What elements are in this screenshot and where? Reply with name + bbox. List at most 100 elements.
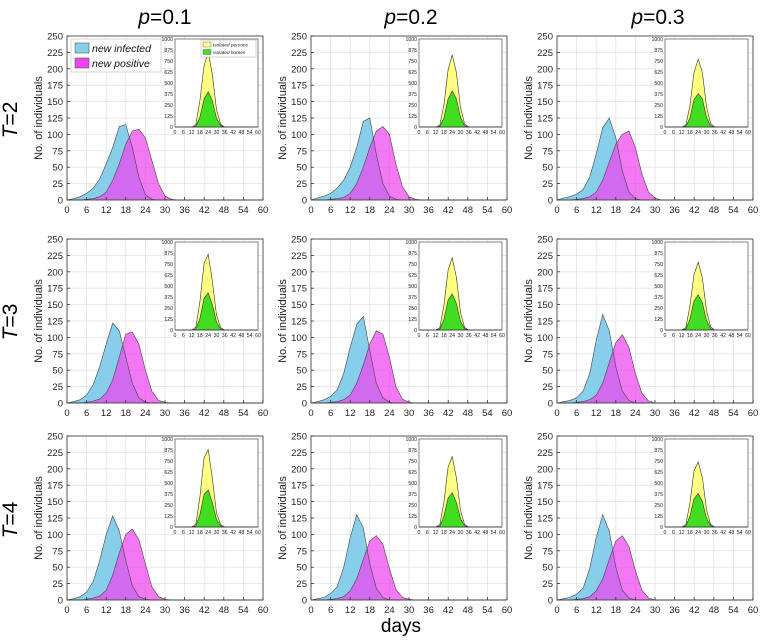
inset-y-tick-label: 250 — [654, 503, 663, 509]
y-tick-label: 75 — [542, 349, 553, 360]
x-tick-label: 24 — [140, 408, 151, 419]
inset-y-tick-label: 250 — [408, 503, 417, 509]
y-axis-label: No. of individuals — [33, 279, 45, 363]
x-tick-label: 12 — [101, 605, 112, 616]
x-tick-label: 36 — [423, 605, 434, 616]
y-tick-label: 125 — [291, 317, 307, 328]
inset-y-tick-label: 0 — [170, 525, 173, 531]
inset-y-tick-label: 750 — [654, 59, 663, 65]
x-tick-label: 48 — [463, 205, 474, 216]
series-new-positive-area — [557, 131, 753, 200]
inset-x-tick-label: 6 — [672, 530, 675, 536]
inset-axes-box — [664, 38, 749, 128]
x-tick-label: 12 — [591, 408, 602, 419]
y-tick-label: 50 — [542, 163, 553, 174]
inset-y-tick-label: 0 — [660, 525, 663, 531]
inset-y-tick-label: 375 — [654, 492, 663, 498]
inset-x-tick-label: 36 — [466, 530, 472, 536]
inset-x-tick-label: 60 — [255, 130, 261, 136]
y-tick-label: 225 — [291, 251, 307, 262]
inset-x-tick-label: 12 — [679, 333, 685, 339]
inset-x-tick-label: 36 — [712, 530, 718, 536]
y-tick-label: 125 — [537, 114, 553, 125]
inset-y-tick-label: 875 — [164, 48, 173, 54]
y-tick-label: 50 — [296, 563, 307, 574]
x-tick-label: 36 — [423, 205, 434, 216]
inset-y-tick-label: 625 — [408, 70, 417, 76]
inset-x-tick-label: 48 — [729, 130, 735, 136]
x-tick-label: 48 — [219, 605, 230, 616]
x-tick-label: 30 — [160, 408, 171, 419]
inset-x-tick-label: 18 — [197, 530, 203, 536]
y-tick-label: 200 — [291, 267, 307, 278]
inset-y-tick-label: 875 — [164, 251, 173, 257]
inset-y-tick-label: 375 — [654, 295, 663, 301]
y-tick-label: 75 — [296, 349, 307, 360]
y-tick-label: 100 — [537, 333, 553, 344]
inset-x-tick-label: 24 — [205, 130, 211, 136]
y-tick-label: 50 — [52, 563, 63, 574]
y-tick-label: 0 — [302, 596, 307, 607]
inset-x-tick-label: 6 — [182, 130, 185, 136]
inset-y-tick-label: 250 — [164, 503, 173, 509]
inset-x-tick-label: 60 — [499, 530, 505, 536]
inset-x-tick-label: 42 — [474, 130, 480, 136]
inset-legend-swatch-isolated-homes — [202, 49, 212, 55]
inset-y-tick-label: 0 — [414, 525, 417, 531]
inset-y-tick-label: 750 — [408, 459, 417, 465]
y-tick-label: 225 — [47, 448, 63, 459]
y-tick-label: 100 — [291, 530, 307, 541]
series-new-positive-area — [67, 332, 263, 403]
inset-x-tick-label: 30 — [214, 130, 220, 136]
inset-x-tick-label: 60 — [499, 333, 505, 339]
x-tick-label: 6 — [328, 408, 333, 419]
inset-x-tick-label: 12 — [189, 333, 195, 339]
legend-swatch-new-positive — [74, 57, 90, 69]
inset-y-tick-label: 375 — [408, 92, 417, 98]
inset-y-tick-label: 250 — [164, 103, 173, 109]
inset-x-tick-label: 42 — [230, 333, 236, 339]
inset-x-tick-label: 42 — [230, 130, 236, 136]
x-tick-label: 24 — [384, 205, 395, 216]
inset-axes-box — [664, 438, 749, 528]
y-tick-label: 150 — [291, 497, 307, 508]
inset-y-tick-label: 0 — [414, 328, 417, 334]
x-tick-label: 30 — [404, 408, 415, 419]
x-tick-label: 30 — [650, 605, 661, 616]
x-tick-label: 48 — [463, 605, 474, 616]
x-tick-label: 42 — [199, 205, 210, 216]
y-tick-label: 0 — [302, 399, 307, 410]
x-tick-label: 48 — [463, 408, 474, 419]
x-tick-label: 48 — [709, 408, 720, 419]
row-title-1: T=2 — [0, 102, 22, 139]
x-tick-label: 42 — [199, 605, 210, 616]
inset-y-tick-label: 750 — [164, 459, 173, 465]
series-new-positive-area — [557, 535, 753, 600]
y-tick-label: 150 — [47, 97, 63, 108]
legend-label-new-infected: new infected — [92, 43, 152, 55]
col-title-3: p=0.3 — [630, 6, 684, 29]
inset-x-tick-label: 36 — [222, 530, 228, 536]
inset-x-tick-label: 30 — [704, 333, 710, 339]
x-tick-label: 36 — [669, 605, 680, 616]
x-tick-label: 30 — [650, 205, 661, 216]
x-tick-label: 0 — [554, 408, 559, 419]
inset-x-tick-label: 6 — [426, 130, 429, 136]
inset-legend-label-isolated-persons: isolated persons — [213, 43, 249, 49]
inset-x-tick-label: 12 — [679, 530, 685, 536]
y-tick-label: 250 — [291, 235, 307, 246]
series-new-positive-area — [557, 334, 753, 403]
inset-y-tick-label: 125 — [164, 514, 173, 520]
x-tick-label: 30 — [404, 205, 415, 216]
inset-y-tick-label: 250 — [654, 306, 663, 312]
inset-y-tick-label: 1000 — [161, 37, 173, 43]
inset-y-tick-label: 625 — [408, 470, 417, 476]
inset-x-tick-label: 36 — [466, 130, 472, 136]
y-tick-label: 125 — [291, 114, 307, 125]
legend: new infected new positive — [70, 38, 162, 73]
